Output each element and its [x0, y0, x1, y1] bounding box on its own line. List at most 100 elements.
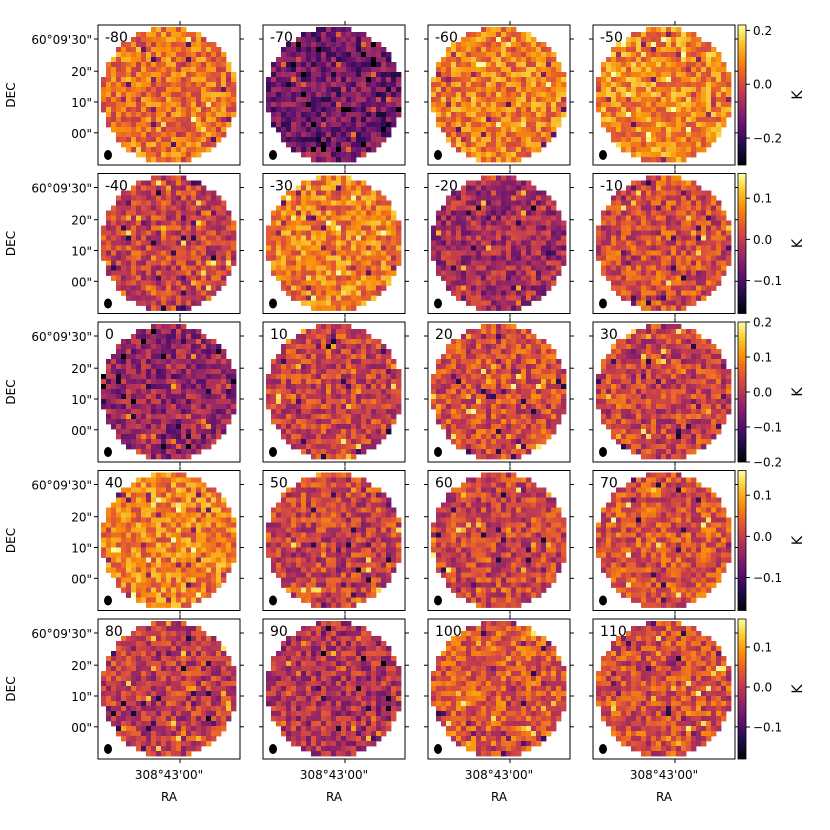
map-pixel [301, 230, 307, 236]
map-pixel [166, 210, 172, 216]
map-pixel [471, 245, 477, 251]
map-pixel [121, 339, 127, 345]
map-pixel [296, 87, 302, 93]
map-pixel [191, 112, 197, 118]
map-pixel [286, 200, 292, 206]
map-pixel [146, 180, 152, 186]
map-pixel [681, 300, 687, 306]
map-pixel [276, 275, 282, 281]
map-pixel [186, 260, 192, 266]
map-pixel [311, 185, 317, 191]
map-pixel [281, 77, 287, 83]
map-pixel [151, 132, 157, 138]
map-pixel [291, 122, 297, 128]
map-pixel [136, 290, 142, 296]
map-pixel [486, 127, 492, 133]
map-pixel [471, 265, 477, 271]
map-pixel [546, 52, 552, 58]
map-pixel [161, 329, 167, 335]
map-pixel [506, 205, 512, 211]
map-pixel [186, 220, 192, 226]
map-pixel [391, 97, 397, 103]
map-pixel [131, 225, 137, 231]
map-pixel [141, 240, 147, 246]
map-pixel [476, 205, 482, 211]
map-pixel [166, 295, 172, 301]
map-pixel [641, 127, 647, 133]
map-pixel [221, 354, 227, 360]
map-pixel [171, 280, 177, 286]
map-pixel [391, 245, 397, 251]
map-pixel [131, 205, 137, 211]
map-pixel [616, 290, 622, 296]
map-pixel [666, 260, 672, 266]
map-pixel [146, 127, 152, 133]
map-pixel [606, 255, 612, 261]
map-pixel [496, 47, 502, 53]
map-pixel [136, 225, 142, 231]
map-pixel [711, 62, 717, 68]
map-pixel [716, 280, 722, 286]
map-pixel [166, 334, 172, 340]
map-pixel [181, 285, 187, 291]
map-pixel [161, 117, 167, 123]
map-pixel [311, 190, 317, 196]
map-pixel [631, 245, 637, 251]
map-pixel [721, 220, 727, 226]
map-pixel [516, 230, 522, 236]
map-pixel [191, 250, 197, 256]
map-pixel [331, 117, 337, 123]
map-pixel [186, 62, 192, 68]
map-pixel [376, 77, 382, 83]
map-pixel [686, 230, 692, 236]
map-pixel [661, 42, 667, 48]
map-pixel [366, 260, 372, 266]
map-pixel [371, 265, 377, 271]
map-pixel [511, 270, 517, 276]
map-pixel [691, 117, 697, 123]
map-pixel [476, 185, 482, 191]
map-pixel [691, 37, 697, 43]
map-pixel [326, 190, 332, 196]
map-pixel [161, 200, 167, 206]
map-pixel [436, 122, 442, 128]
map-pixel [451, 102, 457, 108]
map-pixel [356, 250, 362, 256]
map-pixel [661, 27, 667, 33]
map-pixel [636, 52, 642, 58]
map-pixel [351, 52, 357, 58]
map-pixel [641, 42, 647, 48]
map-pixel [276, 245, 282, 251]
map-pixel [681, 250, 687, 256]
map-pixel [296, 255, 302, 261]
map-pixel [501, 200, 507, 206]
map-pixel [541, 67, 547, 73]
map-pixel [356, 117, 362, 123]
map-pixel [171, 270, 177, 276]
map-pixel [286, 225, 292, 231]
map-pixel [631, 112, 637, 118]
map-pixel [641, 250, 647, 256]
map-pixel [111, 240, 117, 246]
map-pixel [186, 142, 192, 148]
map-pixel [166, 290, 172, 296]
map-pixel [391, 92, 397, 98]
map-pixel [306, 147, 312, 153]
map-pixel [286, 235, 292, 241]
map-pixel [391, 225, 397, 231]
map-pixel [126, 47, 132, 53]
map-pixel [141, 117, 147, 123]
map-pixel [326, 152, 332, 158]
map-pixel [166, 27, 172, 33]
map-pixel [531, 235, 537, 241]
map-pixel [436, 210, 442, 216]
map-pixel [461, 250, 467, 256]
map-pixel [626, 265, 632, 271]
map-pixel [201, 122, 207, 128]
map-pixel [161, 349, 167, 355]
map-pixel [486, 205, 492, 211]
map-pixel [516, 127, 522, 133]
map-pixel [336, 175, 342, 181]
map-pixel [676, 180, 682, 186]
map-pixel [206, 117, 212, 123]
